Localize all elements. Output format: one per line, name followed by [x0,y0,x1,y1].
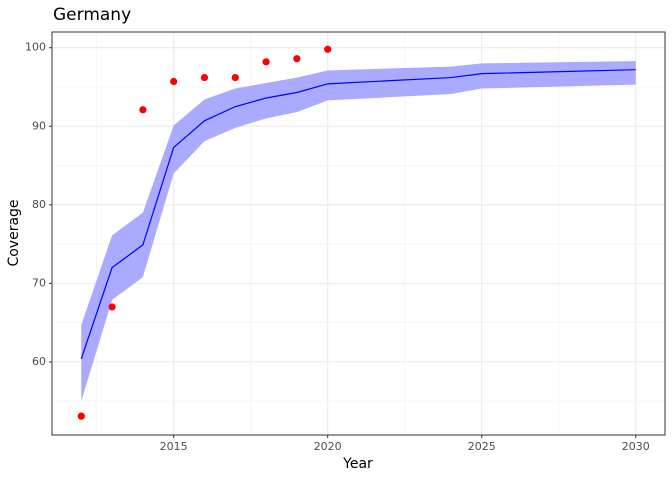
data-point [231,73,239,82]
y-tick-label: 70 [32,276,46,289]
data-point [170,77,178,86]
panel-border [51,31,666,436]
y-tick-label: 90 [32,119,46,132]
chart-title: Germany [53,5,131,25]
data-point [293,55,301,63]
x-tick-label: 2015 [160,440,188,453]
y-tick-label: 60 [32,355,46,368]
x-tick-label: 2020 [314,440,342,453]
data-point [108,303,116,311]
y-axis-title: Coverage [6,199,22,266]
data-point [200,73,209,82]
y-tick-label: 100 [25,41,46,54]
data-point [139,106,147,114]
y-tick-label: 80 [32,198,46,211]
x-tick-label: 2025 [468,440,496,453]
x-axis-title: Year [342,456,373,472]
data-point [77,412,85,420]
data-point [262,58,270,66]
x-tick-label: 2030 [622,440,650,453]
data-point [324,45,332,53]
trend-line [80,69,636,359]
